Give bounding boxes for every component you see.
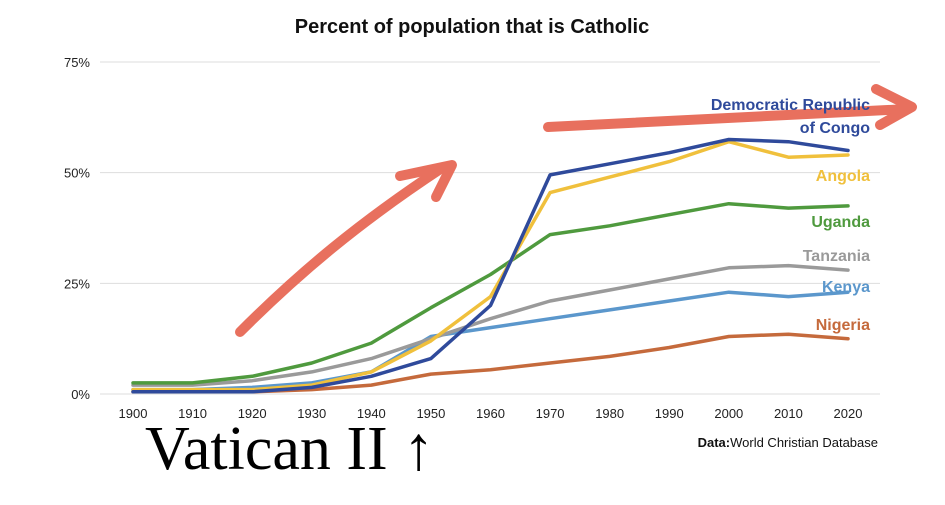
chart-title: Percent of population that is Catholic [295,16,649,38]
arrow-flat-stroke [543,104,913,132]
x-tick-label: 1960 [476,406,505,421]
x-tick-label: 1900 [119,406,148,421]
series-line-tanzania [131,263,850,387]
x-tick-label: 1950 [416,406,445,421]
series-label-tanzania: Tanzania [803,248,870,265]
x-tick-label: 1930 [297,406,326,421]
source-prefix: Data: [698,435,731,450]
series-line-angola [131,139,850,392]
x-tick-label: 1920 [238,406,267,421]
y-tick-label: 0% [71,387,90,402]
series-line-kenya [131,290,850,392]
y-axis-ticks: 0% 25% 50% 75% [64,55,90,402]
arrow-rising-head [395,160,457,202]
x-tick-label: 1910 [178,406,207,421]
arrow-flat-head [871,84,917,130]
x-tick-label: 1970 [536,406,565,421]
y-tick-label: 25% [64,276,90,291]
x-tick-label: 1940 [357,406,386,421]
x-tick-label: 1990 [655,406,684,421]
series-line-uganda [131,201,850,385]
x-tick-label: 2020 [834,406,863,421]
series-labels: Democratic Republic of Congo Angola Uganda T… [711,97,870,334]
series-label-kenya: Kenya [822,279,870,296]
series-label-democratic-republic-of-congo: of Congo [800,120,870,137]
series-lines [131,137,850,394]
x-tick-label: 2010 [774,406,803,421]
arrow-rising-stroke [235,163,447,337]
y-tick-label: 75% [64,55,90,70]
x-axis-ticks: 1900 1910 1920 1930 1940 1950 1960 1970 1980 1990… [119,406,863,421]
series-label-angola: Angola [816,168,870,185]
gridlines [100,61,880,395]
data-source-note: Data:World Christian Database [698,435,878,450]
y-tick-label: 50% [64,166,90,181]
source-text: World Christian Database [730,435,878,450]
hand-drawn-arrows [235,84,917,337]
series-label-democratic-republic-of-congo: Democratic Republic [711,97,870,114]
vatican-ii-caption: Vatican II ↑ [145,415,435,483]
series-label-uganda: Uganda [811,214,870,231]
series-label-nigeria: Nigeria [816,317,870,334]
x-tick-label: 2000 [714,406,743,421]
x-tick-label: 1980 [595,406,624,421]
series-line-democratic-republic-of-congo [131,137,850,394]
